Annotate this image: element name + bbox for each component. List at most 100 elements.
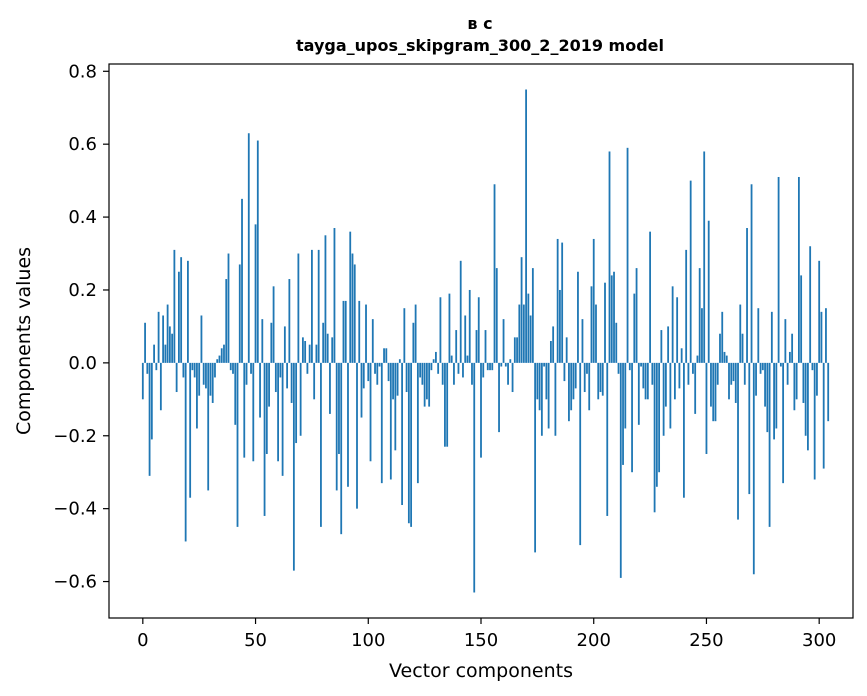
bar-68 — [295, 362, 298, 444]
bar-254 — [714, 362, 717, 422]
bar-131 — [437, 362, 440, 374]
bar-223 — [644, 362, 647, 400]
bar-0 — [141, 362, 144, 400]
bar-276 — [764, 362, 766, 407]
bar-145 — [468, 289, 471, 363]
bar-18 — [182, 362, 185, 378]
bar-30 — [209, 362, 212, 396]
bar-249 — [703, 151, 706, 363]
bar-61 — [279, 362, 282, 378]
bar-262 — [732, 362, 735, 382]
bar-95 — [356, 362, 358, 509]
bar-163 — [509, 359, 512, 363]
bar-265 — [739, 304, 742, 363]
bar-121 — [414, 304, 417, 363]
bar-4 — [150, 362, 153, 440]
bar-199 — [590, 286, 593, 363]
bar-20 — [187, 260, 189, 363]
bar-152 — [484, 330, 487, 363]
bar-257 — [721, 311, 724, 363]
bar-255 — [716, 362, 719, 385]
bar-247 — [698, 268, 701, 363]
bar-99 — [365, 304, 367, 363]
x-axis-ticks: 0 50 100 150 200 250 300 — [137, 618, 836, 651]
bar-125 — [423, 362, 426, 407]
bar-26 — [200, 315, 203, 363]
bar-110 — [389, 362, 392, 480]
bar-268 — [746, 228, 748, 363]
bar-42 — [236, 362, 239, 527]
bar-289 — [793, 362, 796, 411]
bar-291 — [797, 176, 800, 363]
bar-43 — [238, 264, 241, 363]
bar-103 — [374, 362, 376, 374]
bar-141 — [459, 260, 462, 363]
bar-143 — [464, 315, 467, 363]
bar-130 — [435, 351, 437, 363]
bar-33 — [216, 359, 219, 363]
bar-156 — [493, 184, 496, 363]
bar-117 — [405, 362, 408, 393]
bar-98 — [362, 362, 365, 389]
bar-245 — [694, 362, 697, 414]
bar-39 — [229, 362, 232, 371]
bar-78 — [317, 249, 320, 363]
bar-109 — [387, 362, 390, 382]
bar-25 — [198, 362, 201, 396]
bar-201 — [595, 304, 597, 363]
bar-2 — [146, 362, 149, 374]
bar-243 — [689, 180, 692, 363]
bar-69 — [297, 253, 300, 363]
bar-157 — [495, 268, 498, 363]
bar-207 — [608, 151, 611, 363]
bar-182 — [552, 326, 555, 363]
bar-212 — [619, 362, 622, 578]
bar-189 — [568, 362, 570, 422]
bar-46 — [245, 362, 248, 385]
bar-231 — [662, 362, 665, 436]
bar-285 — [784, 319, 787, 363]
bar-195 — [581, 319, 584, 363]
bar-85 — [333, 228, 336, 363]
bar-28 — [205, 362, 207, 389]
bar-144 — [466, 355, 469, 363]
bar-34 — [218, 355, 221, 363]
bar-264 — [737, 362, 739, 520]
bar-256 — [719, 333, 721, 363]
bar-161 — [504, 362, 507, 367]
bar-64 — [286, 362, 289, 389]
bar-32 — [214, 362, 216, 378]
bar-150 — [480, 362, 482, 458]
bar-224 — [646, 362, 649, 400]
bar-37 — [225, 279, 228, 363]
bar-67 — [292, 362, 295, 571]
bar-24 — [196, 362, 198, 429]
bar-158 — [498, 362, 500, 433]
bar-250 — [705, 362, 708, 454]
bar-208 — [610, 275, 613, 363]
bar-251 — [707, 220, 710, 363]
bar-167 — [518, 304, 521, 363]
bar-11 — [166, 304, 169, 363]
bar-65 — [288, 279, 291, 363]
bar-176 — [538, 362, 541, 411]
bar-294 — [804, 362, 807, 436]
bar-215 — [626, 147, 629, 363]
bar-136 — [448, 293, 451, 363]
bar-148 — [475, 330, 478, 363]
bar-239 — [680, 348, 683, 363]
bar-48 — [250, 362, 252, 374]
bar-111 — [392, 362, 394, 400]
bar-203 — [599, 362, 602, 393]
bar-299 — [816, 362, 818, 396]
y-tick-label: 0.6 — [68, 134, 97, 155]
bar-261 — [730, 362, 733, 385]
bar-58 — [272, 286, 275, 363]
bar-178 — [543, 362, 546, 367]
bar-120 — [412, 322, 415, 363]
bar-190 — [570, 362, 573, 411]
bar-147 — [473, 362, 476, 593]
bar-177 — [540, 362, 543, 436]
bar-270 — [750, 184, 753, 363]
bar-135 — [446, 362, 449, 447]
